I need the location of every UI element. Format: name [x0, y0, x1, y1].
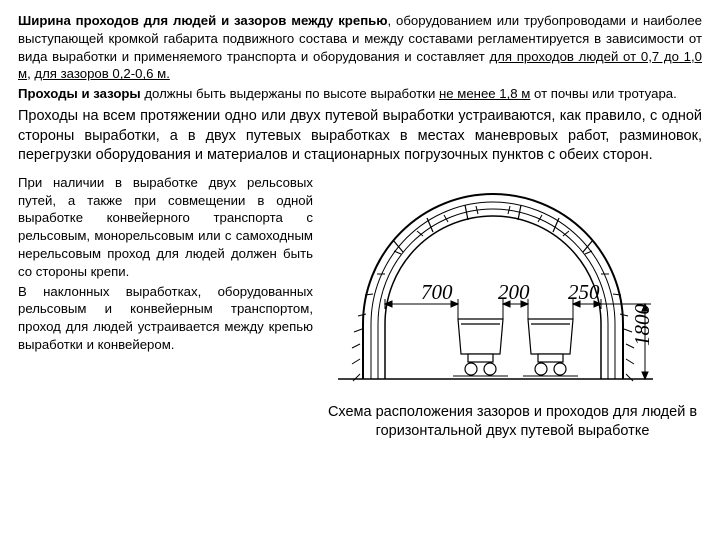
bottom-row: При наличии в выработке двух рельсовых п… [18, 174, 702, 442]
right-column: 700 200 250 1800 Схема расположения зазо… [323, 174, 702, 442]
left-para-2: В наклонных выработках, оборудованных ре… [18, 283, 313, 354]
dim-250: 250 [568, 280, 600, 304]
left-column: При наличии в выработке двух рельсовых п… [18, 174, 313, 442]
paragraph-1: Ширина проходов для людей и зазоров межд… [18, 12, 702, 83]
diagram-caption: Схема расположения зазоров и проходов дл… [323, 403, 702, 442]
paragraph-1b: Проходы и зазоры должны быть выдержаны п… [18, 85, 702, 103]
tunnel-diagram: 700 200 250 1800 [333, 174, 693, 399]
left-para-1: При наличии в выработке двух рельсовых п… [18, 174, 313, 281]
dim-700: 700 [421, 280, 453, 304]
paragraph-2: Проходы на всем протяжении одно или двух… [18, 107, 702, 166]
dim-200: 200 [498, 280, 530, 304]
dim-1800: 1800 [630, 303, 654, 346]
